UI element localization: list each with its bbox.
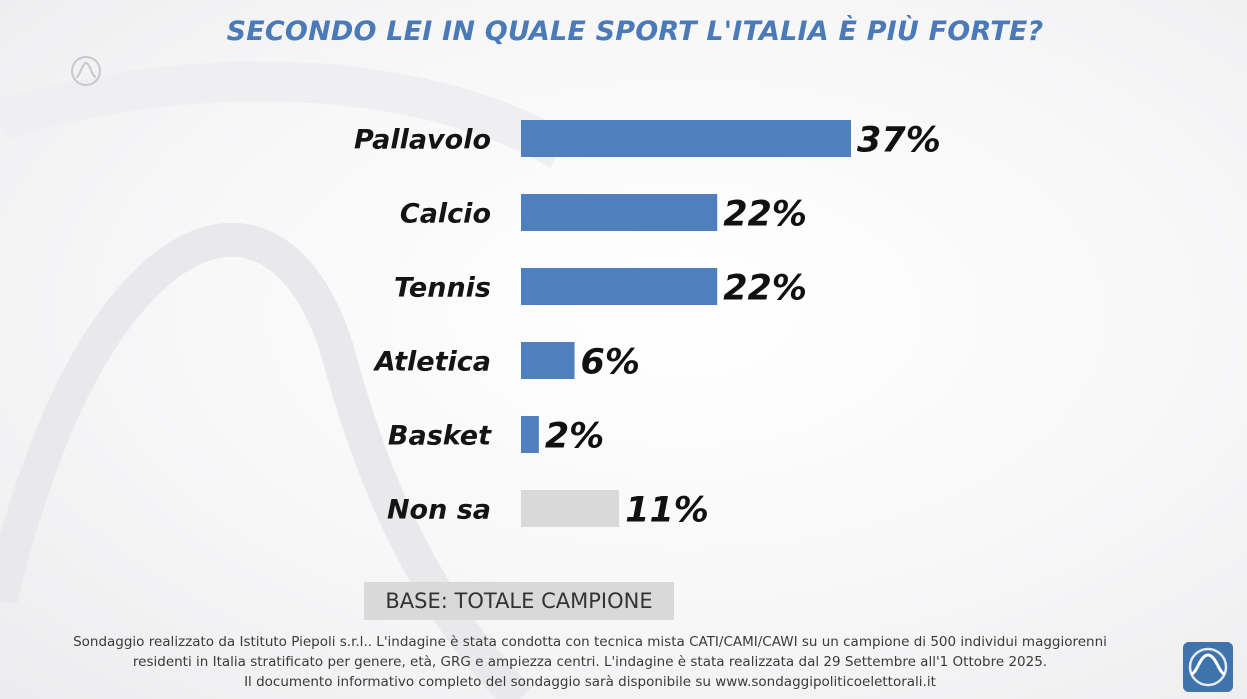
chart-title: SECONDO LEI IN QUALE SPORT L'ITALIA È PI… (226, 16, 1044, 47)
value-label: 6% (581, 343, 640, 383)
category-label: Tennis (394, 273, 491, 304)
bar (521, 120, 851, 157)
value-label: 37% (857, 121, 941, 161)
institute-logo-icon (71, 56, 101, 86)
bar (521, 194, 718, 231)
bar (521, 490, 620, 527)
category-label: Pallavolo (354, 125, 491, 156)
bar (521, 268, 718, 305)
bar (521, 416, 539, 453)
base-label: BASE: TOTALE CAMPIONE (364, 582, 674, 620)
bar (521, 342, 575, 379)
value-label: 22% (723, 269, 807, 309)
value-label: 22% (723, 195, 807, 235)
value-label: 11% (625, 491, 709, 531)
category-label: Non sa (387, 495, 491, 526)
piepoli-logo-icon (1183, 642, 1233, 692)
footnote: Sondaggio realizzato da Istituto Piepoli… (20, 632, 1160, 692)
category-label: Calcio (400, 199, 491, 230)
footnote-line: Il documento informativo completo del so… (244, 674, 936, 690)
value-label: 2% (545, 417, 604, 457)
category-label: Atletica (373, 347, 491, 378)
footnote-line: Sondaggio realizzato da Istituto Piepoli… (73, 634, 1107, 650)
category-label: Basket (388, 421, 492, 452)
footnote-line: residenti in Italia stratificato per gen… (132, 654, 1048, 670)
